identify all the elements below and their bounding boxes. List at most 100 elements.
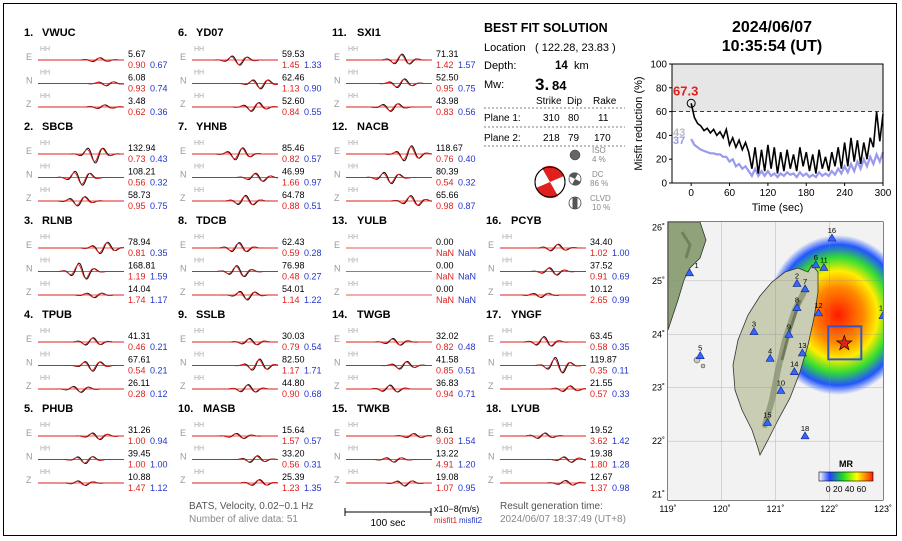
header-strike: Strike xyxy=(536,96,562,107)
misfit1-value: 0.90 xyxy=(282,389,300,399)
lat-label: 21˚ xyxy=(652,490,665,500)
synthetic-waveform xyxy=(38,242,125,253)
component-label: Z xyxy=(334,193,340,203)
y-tick-label: 40 xyxy=(656,131,668,142)
misfit1-value: 1.80 xyxy=(590,460,608,470)
component-label: E xyxy=(488,334,494,344)
misfit1-value: 1.23 xyxy=(282,483,300,493)
lon-label: 123˚ xyxy=(874,504,892,514)
peak-amplitude: 37.52 xyxy=(590,261,613,271)
scale-label: 100 sec xyxy=(370,518,405,529)
iso-value: 4 % xyxy=(592,155,606,164)
misfit2-value: 1.20 xyxy=(458,460,476,470)
component-label: Z xyxy=(26,381,32,391)
misfit1-value: 0.58 xyxy=(590,342,608,352)
station-name: YNGF xyxy=(511,309,542,321)
misfit1-value: 1.02 xyxy=(590,248,608,258)
misfit1-value: 0.54 xyxy=(436,178,454,188)
component-label: Z xyxy=(180,475,186,485)
channel-label: HH xyxy=(502,469,512,476)
station-name: YHNB xyxy=(196,121,227,133)
plane1-dip: 80 xyxy=(568,113,580,124)
station-panel: 9. SSLB E HH 30.030.79 0.54 N HH 82.501.17 1.71 Z H… xyxy=(178,309,322,399)
misfit1-value: 1.13 xyxy=(282,84,300,94)
component-label: N xyxy=(488,358,495,368)
epicenter-box xyxy=(827,325,863,361)
synthetic-waveform xyxy=(38,386,124,393)
channel-label: HH xyxy=(40,140,50,147)
station-panel: 18. LYUB E HH 19.523.62 1.42 N HH 19.381.80 1.28 Z… xyxy=(486,403,630,493)
component-label: N xyxy=(26,358,33,368)
misfit1-value: 1.19 xyxy=(128,272,146,282)
peak-amplitude: 6.08 xyxy=(128,73,146,83)
station-triangle-icon xyxy=(800,431,810,440)
peak-amplitude: 58.73 xyxy=(128,190,151,200)
misfit2-legend: misfit2 xyxy=(459,516,483,525)
chart-x-label: Time (sec) xyxy=(752,202,804,214)
synthetic-waveform xyxy=(500,337,586,347)
synthetic-waveform xyxy=(38,57,124,62)
synthetic-waveform xyxy=(346,480,432,487)
header-rake: Rake xyxy=(593,96,617,107)
synthetic-waveform xyxy=(192,384,278,393)
channel-label: HH xyxy=(40,422,50,429)
channel-label: HH xyxy=(40,234,50,241)
synthetic-waveform xyxy=(346,457,432,463)
channel-label: HH xyxy=(40,164,50,171)
synthetic-waveform xyxy=(500,358,586,373)
mr-legend-bar xyxy=(818,471,874,482)
peak-amplitude: 63.45 xyxy=(590,331,613,341)
observed-waveform xyxy=(38,262,124,280)
station-panel: 8. TDCB E HH 62.430.59 0.28 N HH 76.980.48 0.27 Z H… xyxy=(178,215,322,305)
mr-legend-title: MR xyxy=(839,459,853,469)
misfit1-value: 0.88 xyxy=(282,201,300,211)
plane2-strike: 218 xyxy=(543,133,560,144)
synthetic-waveform xyxy=(500,385,587,392)
misfit1-value: 1.74 xyxy=(128,295,146,305)
peak-amplitude: 33.20 xyxy=(282,449,305,459)
misfit2-value: 0.94 xyxy=(150,436,168,446)
station-triangle-icon xyxy=(792,302,802,311)
misfit1-value: 0.46 xyxy=(128,342,146,352)
chart-frame xyxy=(671,63,884,184)
channel-label: HH xyxy=(40,375,50,382)
misfit2-value: 0.40 xyxy=(458,154,476,164)
observed-waveform xyxy=(500,336,586,347)
peak-amplitude: 14.04 xyxy=(128,284,151,294)
channel-label: HH xyxy=(40,187,50,194)
channel-label: HH xyxy=(194,234,204,241)
misfit2-value: 0.32 xyxy=(150,178,168,188)
misfit1-value: 0.57 xyxy=(590,389,608,399)
channel-label: HH xyxy=(194,70,204,77)
component-label: Z xyxy=(180,99,186,109)
peak-amplitude: 43.98 xyxy=(436,96,459,106)
misfit1-value: 0.94 xyxy=(436,389,454,399)
peak-amplitude: 76.98 xyxy=(282,261,305,271)
dc-symbol xyxy=(568,172,582,186)
y-tick-label: 80 xyxy=(656,83,668,94)
component-label: N xyxy=(488,452,495,462)
solution-title: BEST FIT SOLUTION xyxy=(484,21,608,35)
peak-amplitude: 41.31 xyxy=(128,331,151,341)
misfit2-value: 0.98 xyxy=(612,483,630,493)
clvd-symbol xyxy=(568,196,582,210)
misfit1-value: 1.07 xyxy=(436,483,454,493)
peak-amplitude: 67.61 xyxy=(128,355,151,365)
peak-amplitude: 5.67 xyxy=(128,49,146,59)
synthetic-waveform xyxy=(192,291,278,300)
peak-amplitude: 80.39 xyxy=(436,167,459,177)
synthetic-waveform xyxy=(500,457,586,463)
component-label: Z xyxy=(334,475,340,485)
station-name: TDCB xyxy=(196,215,227,227)
station-triangle-icon xyxy=(784,329,794,338)
misfit2-value: 0.21 xyxy=(150,366,168,376)
channel-label: HH xyxy=(348,328,358,335)
channel-label: HH xyxy=(194,258,204,265)
station-triangle-icon xyxy=(811,260,821,269)
dc-value: 86 % xyxy=(590,179,608,188)
misfit1-value: 0.56 xyxy=(128,178,146,188)
chart-label-43: 43 xyxy=(673,127,685,139)
station-index: 18. xyxy=(486,403,501,415)
component-label: E xyxy=(488,240,494,250)
peak-amplitude: 19.38 xyxy=(590,449,613,459)
